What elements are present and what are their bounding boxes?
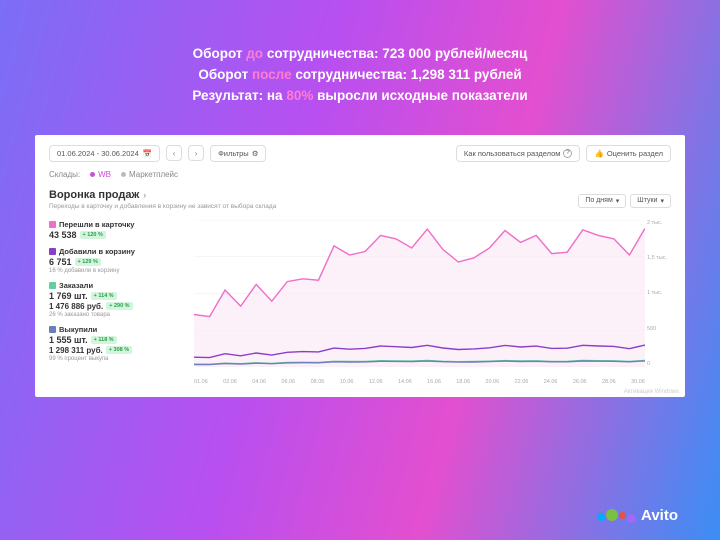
date-range-picker[interactable]: 01.06.2024 - 30.06.2024 📅 bbox=[49, 145, 160, 162]
headline-line-2: Оборот после сотрудничества: 1,298 311 р… bbox=[20, 65, 700, 86]
avito-logo: Avito bbox=[597, 507, 678, 524]
chevron-down-icon: ▾ bbox=[616, 197, 620, 205]
text: Оборот bbox=[193, 46, 247, 61]
tab-wb-label: WB bbox=[98, 170, 111, 179]
accent-text: 80% bbox=[286, 88, 313, 103]
accent-text: до bbox=[246, 46, 263, 61]
tab-marketplace[interactable]: Маркетплейс bbox=[121, 170, 178, 179]
headline-line-3: Результат: на 80% выросли исходные показ… bbox=[20, 86, 700, 107]
text: сотрудничества: 723 000 рублей/месяц bbox=[263, 46, 527, 61]
toolbar: 01.06.2024 - 30.06.2024 📅 ‹ › Фильтры ⚙ … bbox=[49, 145, 671, 162]
metrics-list: Перешли в карточку43 538+ 120 % Добавили … bbox=[49, 220, 184, 385]
chevron-right-icon: › bbox=[143, 190, 146, 200]
help-button[interactable]: Как пользоваться разделом ? bbox=[456, 145, 581, 162]
headline-line-1: Оборот до сотрудничества: 723 000 рублей… bbox=[20, 44, 700, 65]
thumbs-icon: 👍 bbox=[594, 149, 603, 158]
accent-text: после bbox=[252, 67, 292, 82]
dashboard-panel: 01.06.2024 - 30.06.2024 📅 ‹ › Фильтры ⚙ … bbox=[35, 135, 685, 397]
tab-wb[interactable]: WB bbox=[90, 170, 111, 179]
chevron-down-icon: ▾ bbox=[660, 197, 664, 205]
text: выросли исходные показатели bbox=[313, 88, 527, 103]
main-area: Перешли в карточку43 538+ 120 % Добавили … bbox=[49, 220, 671, 385]
unit-select[interactable]: Штуки▾ bbox=[630, 194, 671, 208]
date-range-text: 01.06.2024 - 30.06.2024 bbox=[57, 149, 139, 158]
nav-prev-button[interactable]: ‹ bbox=[166, 145, 182, 161]
chart-area: По дням▾ Штуки▾ 2 тыс.1,5 тыс.1 тыс.5000… bbox=[194, 220, 671, 385]
period-select[interactable]: По дням ▾ bbox=[578, 194, 626, 208]
metric-item: Заказали1 769 шт.+ 114 %1 476 886 руб.+ … bbox=[49, 281, 184, 318]
tab-mp-label: Маркетплейс bbox=[129, 170, 178, 179]
text: Оборот bbox=[198, 67, 252, 82]
rate-button[interactable]: 👍 Оценить раздел bbox=[586, 145, 671, 162]
x-axis: 01.0602.0604.0606.0608.0610.0612.0614.06… bbox=[194, 379, 645, 385]
sliders-icon: ⚙ bbox=[252, 149, 259, 158]
windows-watermark: Активация Windows bbox=[624, 389, 679, 395]
calendar-icon: 📅 bbox=[143, 149, 152, 158]
text: Результат: на bbox=[192, 88, 286, 103]
period-label: По дням bbox=[585, 197, 612, 204]
headline-block: Оборот до сотрудничества: 723 000 рублей… bbox=[0, 0, 720, 125]
avito-text: Avito bbox=[641, 507, 678, 524]
text: сотрудничества: 1,298 311 рублей bbox=[292, 67, 522, 82]
metric-item: Перешли в карточку43 538+ 120 % bbox=[49, 220, 184, 240]
y-axis: 2 тыс.1,5 тыс.1 тыс.5000 bbox=[647, 220, 671, 367]
filters-label: Фильтры bbox=[218, 149, 249, 158]
nav-next-button[interactable]: › bbox=[188, 145, 204, 161]
avito-dots-icon bbox=[597, 509, 636, 523]
metric-item: Выкупили1 555 шт.+ 118 %1 298 311 руб.+ … bbox=[49, 325, 184, 362]
rate-label: Оценить раздел bbox=[607, 149, 663, 158]
tabs-prefix: Склады: bbox=[49, 170, 80, 179]
unit-label: Штуки bbox=[637, 197, 657, 204]
help-label: Как пользоваться разделом bbox=[464, 149, 561, 158]
filters-button[interactable]: Фильтры ⚙ bbox=[210, 145, 266, 162]
chart-controls: По дням▾ Штуки▾ bbox=[578, 194, 671, 208]
line-chart bbox=[194, 220, 645, 367]
metric-item: Добавили в корзину6 751+ 129 %16 % добав… bbox=[49, 247, 184, 274]
help-icon: ? bbox=[563, 149, 572, 158]
warehouse-tabs: Склады: WB Маркетплейс bbox=[49, 170, 671, 179]
funnel-title-text: Воронка продаж bbox=[49, 189, 139, 201]
